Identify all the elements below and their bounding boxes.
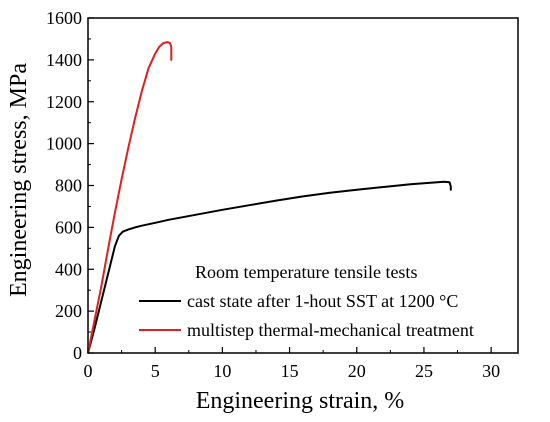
y-tick-label: 400 [55,259,82,279]
y-tick-label: 1000 [46,134,82,154]
x-tick-label: 25 [415,361,433,381]
x-tick-label: 30 [482,361,500,381]
y-tick-label: 600 [55,217,82,237]
legend-title: Room temperature tensile tests [195,262,417,282]
legend-label-cast-state: cast state after 1-hout SST at 1200 °C [187,291,458,311]
y-tick-label: 1400 [46,50,82,70]
y-tick-label: 1600 [46,8,82,28]
x-tick-label: 10 [213,361,231,381]
x-tick-label: 20 [348,361,366,381]
legend: Room temperature tensile tests cast stat… [139,262,474,340]
x-tick-label: 15 [281,361,299,381]
series-line-multistep [87,41,173,354]
series-layer [87,41,452,354]
y-tick-label: 800 [55,176,82,196]
x-tick-label: 5 [151,361,160,381]
y-tick-label: 1200 [46,92,82,112]
x-axis-title: Engineering strain, % [196,388,405,414]
axis-layer: 0 5 10 15 20 25 30 0 200 400 600 800 1000 1200 1400 160… [46,8,500,381]
y-tick-label: 200 [55,301,82,321]
series-line-cast-state [87,180,452,354]
y-axis-title: Engineering stress, MPa [6,63,32,297]
x-tick-label: 0 [84,361,93,381]
legend-label-multistep: multistep thermal-mechanical treatment [187,320,474,340]
y-tick-label: 0 [73,343,82,363]
